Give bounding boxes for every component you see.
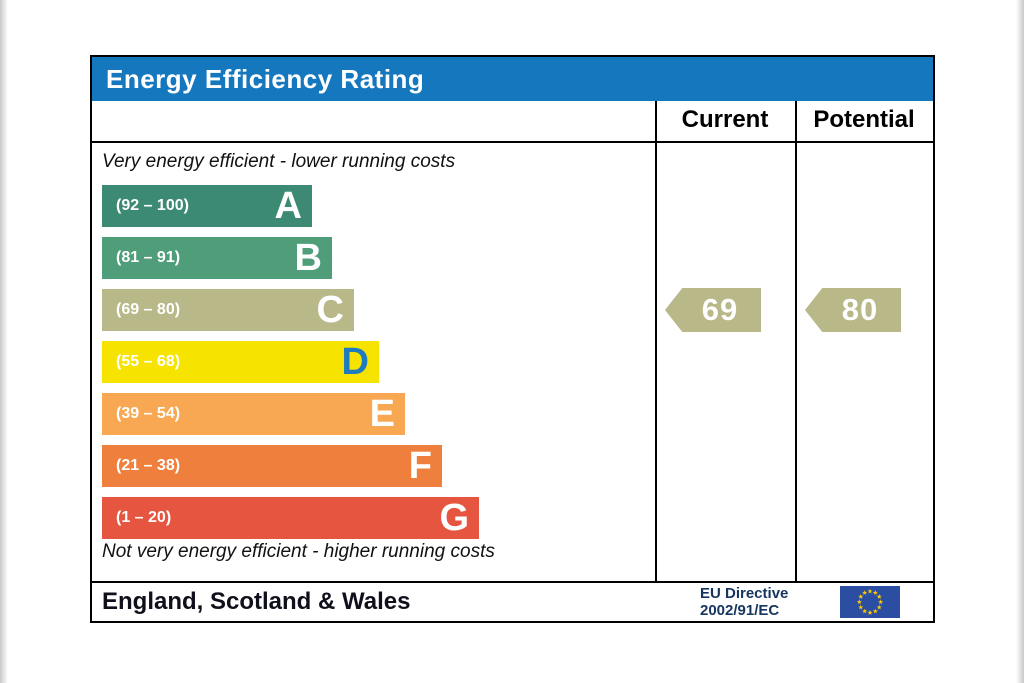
potential-column-header: Potential <box>813 106 915 133</box>
band-letter: B <box>294 237 322 279</box>
rating-bands-area: Very energy efficient - lower running co… <box>92 143 933 581</box>
chart-title-bar: Energy Efficiency Rating <box>92 57 933 101</box>
band-row-F: (21 – 38) F <box>102 445 442 487</box>
band-row-G: (1 – 20) G <box>102 497 479 539</box>
band-row-C: (69 – 80) C <box>102 289 354 331</box>
band-letter: E <box>369 393 395 435</box>
band-range-label: (1 – 20) <box>116 509 172 526</box>
eu-flag-icon <box>840 586 900 618</box>
band-letter: G <box>439 497 469 539</box>
chart-title: Energy Efficiency Rating <box>106 63 425 94</box>
band-range-label: (55 – 68) <box>116 353 181 370</box>
band-range-label: (39 – 54) <box>116 405 181 422</box>
band-row-D: (55 – 68) D <box>102 341 379 383</box>
band-range-label: (69 – 80) <box>116 301 181 318</box>
region-label: England, Scotland & Wales <box>102 588 411 615</box>
efficient-note: Very energy efficient - lower running co… <box>102 151 456 172</box>
band-range-label: (92 – 100) <box>116 197 189 214</box>
current-column-header: Current <box>681 106 769 133</box>
band-range-label: (21 – 38) <box>116 457 181 474</box>
inefficient-note: Not very energy efficient - higher runni… <box>102 541 495 562</box>
potential-rating-arrow: 80 <box>805 288 901 332</box>
column-header-row: Current Potential <box>92 101 933 143</box>
band-range-label: (81 – 91) <box>116 249 181 266</box>
scan-edge-right <box>1016 0 1024 683</box>
potential-column-divider <box>795 101 797 581</box>
eu-directive-line2: 2002/91/EC <box>700 602 780 619</box>
band-row-B: (81 – 91) B <box>102 237 332 279</box>
scan-edge-left <box>0 0 8 683</box>
band-letter: F <box>408 445 432 487</box>
chart-footer: England, Scotland & Wales EU Directive 2… <box>92 581 933 619</box>
current-rating-arrow: 69 <box>665 288 761 332</box>
energy-efficiency-chart: Energy Efficiency Rating Current Potenti… <box>90 55 935 623</box>
current-column-divider <box>655 101 657 581</box>
band-row-A: (92 – 100) A <box>102 185 312 227</box>
band-letter: C <box>316 289 344 331</box>
band-letter: A <box>274 185 302 227</box>
eu-directive-line1: EU Directive <box>700 585 789 602</box>
band-row-E: (39 – 54) E <box>102 393 405 435</box>
eu-directive-label: EU Directive 2002/91/EC <box>700 585 788 619</box>
band-letter: D <box>341 341 369 383</box>
